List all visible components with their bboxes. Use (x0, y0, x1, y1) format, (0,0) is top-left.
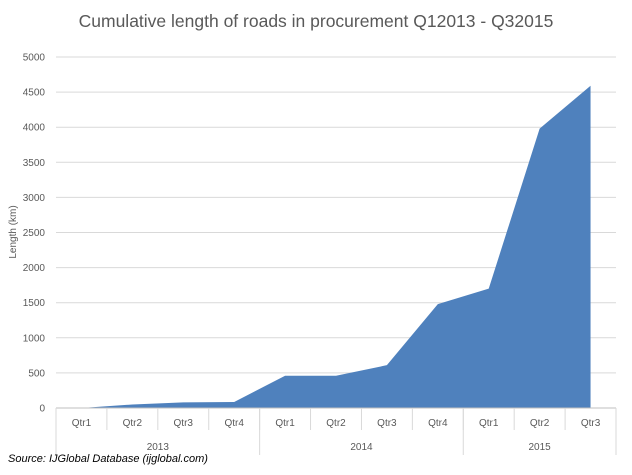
axes: 0 500 1000 1500 2000 2500 3000 3500 4000 4500 5000… (23, 53, 617, 455)
y-tick-label: 2000 (23, 263, 46, 274)
y-tick-label: 5000 (23, 53, 46, 64)
x-tick-label: Qtr3 (377, 418, 397, 429)
y-axis-label: Length (km) (8, 205, 19, 258)
plot-area (81, 85, 591, 409)
x-tick-label: Qtr2 (123, 418, 143, 429)
y-tick-label: 3500 (23, 158, 46, 169)
source-note: Source: IJGlobal Database (ijglobal.com) (8, 453, 208, 465)
y-tick-label: 4500 (23, 88, 46, 99)
x-tick-label: Qtr3 (581, 418, 601, 429)
y-tick-label: 3000 (23, 193, 46, 204)
group-label: 2013 (147, 442, 170, 453)
y-tick-label: 0 (39, 404, 45, 415)
x-tick-label: Qtr1 (275, 418, 295, 429)
y-tick-label: 1000 (23, 333, 46, 344)
chart-title: Cumulative length of roads in procuremen… (79, 11, 554, 31)
y-tick-label: 1500 (23, 298, 46, 309)
y-tick-label: 500 (28, 368, 45, 379)
group-label: 2014 (350, 442, 373, 453)
x-tick-label: Qtr2 (530, 418, 550, 429)
x-tick-label: Qtr3 (174, 418, 194, 429)
x-tick-label: Qtr1 (479, 418, 499, 429)
data-area (81, 85, 591, 409)
x-tick-label: Qtr4 (224, 418, 244, 429)
gridlines (56, 56, 616, 374)
y-tick-label: 2500 (23, 228, 46, 239)
x-tick-label: Qtr2 (326, 418, 346, 429)
y-tick-label: 4000 (23, 123, 46, 134)
x-tick-label: Qtr1 (72, 418, 92, 429)
group-label: 2015 (529, 442, 552, 453)
x-tick-label: Qtr4 (428, 418, 448, 429)
